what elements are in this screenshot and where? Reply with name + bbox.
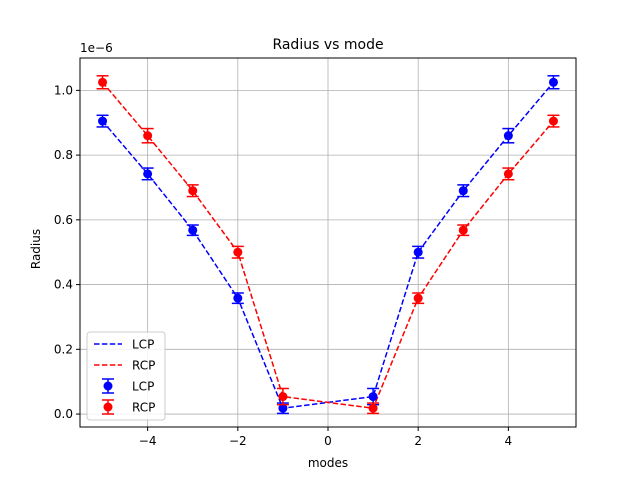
legend-entry-rcp-errorbar-label: RCP	[132, 401, 155, 415]
y-axis-label: Radius	[29, 229, 43, 269]
tick-layer: −4 −2 0 2 4 0.0 0.2 0.4 0.6 0.8 1.0	[54, 83, 512, 448]
data-point-rcp	[458, 225, 468, 235]
legend-entry-lcp-line-label: LCP	[132, 338, 154, 352]
data-point-lcp	[143, 169, 153, 179]
chart-title: Radius vs mode	[272, 37, 383, 53]
data-point-lcp	[548, 77, 558, 87]
data-point-rcp	[143, 131, 153, 141]
x-tick-label: 0	[324, 434, 332, 448]
y-tick-label: 1.0	[54, 83, 73, 97]
legend-entry-rcp-errorbar-swatch-marker	[103, 402, 113, 412]
legend-entry-rcp-line-label: RCP	[132, 359, 155, 373]
data-point-rcp	[503, 169, 513, 179]
data-point-rcp	[548, 116, 558, 126]
y-tick-label: 0.6	[54, 213, 73, 227]
x-axis-label: modes	[308, 456, 348, 470]
series-markers	[96, 75, 560, 415]
data-point-lcp	[233, 293, 243, 303]
data-point-rcp	[368, 403, 378, 413]
y-tick-label: 0.4	[54, 278, 73, 292]
x-tick-label: −2	[229, 434, 247, 448]
data-point-rcp	[233, 247, 243, 257]
x-tick-label: −4	[139, 434, 157, 448]
series-line-rcp	[101, 81, 555, 410]
legend-entry-lcp-errorbar-swatch-marker	[103, 381, 113, 391]
data-point-lcp	[278, 403, 288, 413]
data-point-rcp	[278, 392, 288, 402]
legend-box	[86, 331, 166, 421]
data-point-lcp	[503, 131, 513, 141]
x-tick-label: 2	[414, 434, 422, 448]
y-tick-label: 0.2	[54, 342, 73, 356]
legend: LCP RCP LCP RCP	[86, 331, 166, 421]
data-point-lcp	[188, 225, 198, 235]
data-point-rcp	[188, 186, 198, 196]
y-offset-label: 1e−6	[80, 41, 113, 55]
data-point-rcp	[98, 77, 108, 87]
y-tick-label: 0.0	[54, 407, 73, 421]
y-tick-label: 0.8	[54, 148, 73, 162]
data-point-lcp	[458, 186, 468, 196]
legend-entry-lcp-errorbar-label: LCP	[132, 380, 154, 394]
data-point-lcp	[368, 392, 378, 402]
x-tick-label: 4	[505, 434, 513, 448]
data-point-lcp	[413, 247, 423, 257]
data-point-rcp	[413, 293, 423, 303]
series-lines	[101, 81, 555, 410]
data-point-lcp	[98, 116, 108, 126]
